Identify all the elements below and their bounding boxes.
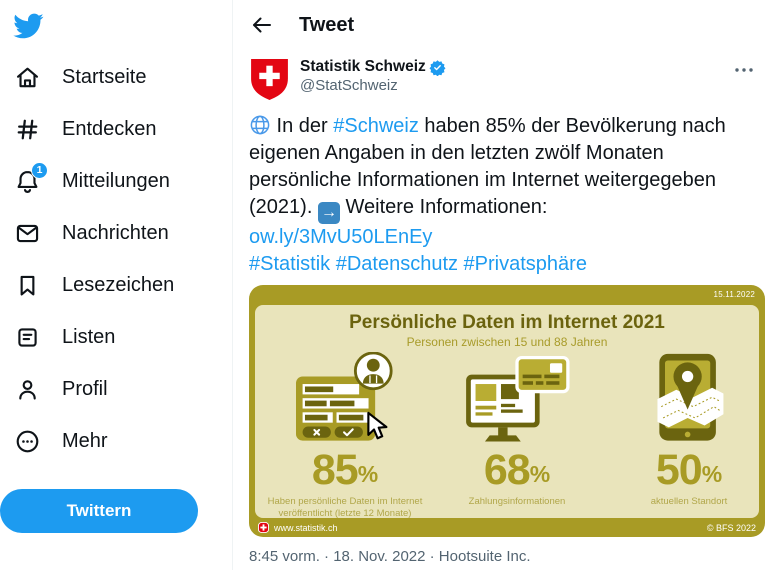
sidebar: Startseite Entdecken 1 Mitteilungen N (0, 0, 232, 570)
more-circle-icon (14, 428, 41, 455)
sidebar-item-profil[interactable]: Profil (0, 363, 232, 415)
sidebar-item-label: Profil (62, 377, 108, 400)
infographic-footer: www.statistik.ch © BFS 2022 (249, 518, 765, 537)
bookmark-icon (14, 272, 41, 299)
phone-map-pin-icon (644, 351, 735, 451)
sidebar-item-label: Startseite (62, 65, 147, 88)
sidebar-item-lesezeichen[interactable]: Lesezeichen (0, 259, 232, 311)
infographic-panel: Persönliche Daten im Internet 2021 Perso… (255, 305, 759, 520)
stat-value: 85% (311, 446, 379, 494)
globe-emoji-icon (249, 114, 271, 136)
avatar[interactable] (249, 57, 290, 102)
page-title: Tweet (299, 13, 355, 36)
tweet-hashtags[interactable]: #Statistik #Datenschutz #Privatsphäre (249, 253, 587, 275)
home-icon (14, 64, 41, 91)
infographic-title: Persönliche Daten im Internet 2021 (349, 312, 665, 333)
sidebar-item-entdecken[interactable]: Entdecken (0, 103, 232, 155)
arrow-right-emoji-icon: → (317, 202, 340, 224)
sidebar-item-mitteilungen[interactable]: 1 Mitteilungen (0, 155, 232, 207)
infographic-copyright: © BFS 2022 (706, 522, 756, 533)
sidebar-item-mehr[interactable]: Mehr (0, 415, 232, 467)
person-icon (14, 376, 41, 403)
tweet-article: Statistik Schweiz @StatSchweiz In der #S… (233, 50, 770, 565)
swiss-flag-icon (258, 522, 269, 533)
author-display-name[interactable]: Statistik Schweiz (300, 58, 426, 75)
sidebar-item-startseite[interactable]: Startseite (0, 51, 232, 103)
tweet-text-part2: haben 85% der Bevölkerung nach eigenen A… (249, 115, 726, 218)
twitter-logo-icon[interactable] (12, 10, 44, 42)
form-profile-icon (290, 351, 400, 451)
sidebar-item-label: Entdecken (62, 117, 157, 140)
sidebar-nav: Startseite Entdecken 1 Mitteilungen N (0, 51, 232, 467)
tweet-text-part1: In der (271, 115, 334, 137)
hashtag-schweiz-link[interactable]: #Schweiz (333, 115, 419, 137)
stat-value: 50% (655, 446, 723, 494)
back-arrow-icon[interactable] (250, 13, 274, 37)
stat-label: Zahlungsinformationen (468, 495, 566, 507)
sidebar-item-label: Listen (62, 325, 116, 348)
tweet-url-link[interactable]: ow.ly/3MvU50LEnEy (249, 226, 433, 248)
author-handle[interactable]: @StatSchweiz (300, 77, 398, 94)
stat-value: 68% (483, 446, 551, 494)
stat-label: Haben persönliche Daten im Internet verö… (267, 495, 423, 519)
sidebar-item-listen[interactable]: Listen (0, 311, 232, 363)
stat-column-payment-info: 68% Zahlungsinformationen (431, 351, 603, 520)
verified-badge-icon (429, 59, 446, 76)
tweet-timestamp: 8:45 vorm. · 18. Nov. 2022 · Hootsuite I… (249, 548, 531, 565)
ellipsis-icon[interactable] (733, 61, 755, 79)
author-names: Statistik Schweiz @StatSchweiz (300, 57, 446, 94)
infographic-subtitle: Personen zwischen 15 und 88 Jahren (406, 335, 608, 349)
tweet-media-infographic[interactable]: 15.11.2022 Persönliche Daten im Internet… (249, 285, 765, 537)
sidebar-item-label: Nachrichten (62, 221, 169, 244)
infographic-source-url: www.statistik.ch (274, 522, 338, 533)
envelope-icon (14, 220, 41, 247)
main-column: Tweet Statistik Schweiz @StatSchweiz (232, 0, 770, 570)
sidebar-item-label: Mitteilungen (62, 169, 170, 192)
list-icon (14, 324, 41, 351)
monitor-creditcard-icon (462, 351, 572, 451)
stat-column-published-data: 85% Haben persönliche Daten im Internet … (259, 351, 431, 520)
tweet-author-row: Statistik Schweiz @StatSchweiz (249, 57, 757, 103)
tweet-text-part3: Weitere Informationen: (339, 196, 548, 218)
page-header: Tweet (233, 0, 770, 50)
stat-column-location: 50% aktuellen Standort (603, 351, 765, 520)
infographic-columns: 85% Haben persönliche Daten im Internet … (255, 351, 759, 520)
hashtag-icon (14, 116, 41, 143)
tweet-text: In der #Schweiz haben 85% der Bevölkerun… (249, 113, 757, 278)
sidebar-item-nachrichten[interactable]: Nachrichten (0, 207, 232, 259)
notification-badge: 1 (31, 161, 48, 179)
infographic-date-stamp: 15.11.2022 (713, 290, 755, 299)
stat-label: aktuellen Standort (650, 495, 728, 507)
sidebar-item-label: Lesezeichen (62, 273, 175, 296)
sidebar-item-label: Mehr (62, 429, 108, 452)
tweet-compose-button[interactable]: Twittern (0, 489, 198, 533)
bell-icon: 1 (14, 161, 48, 195)
